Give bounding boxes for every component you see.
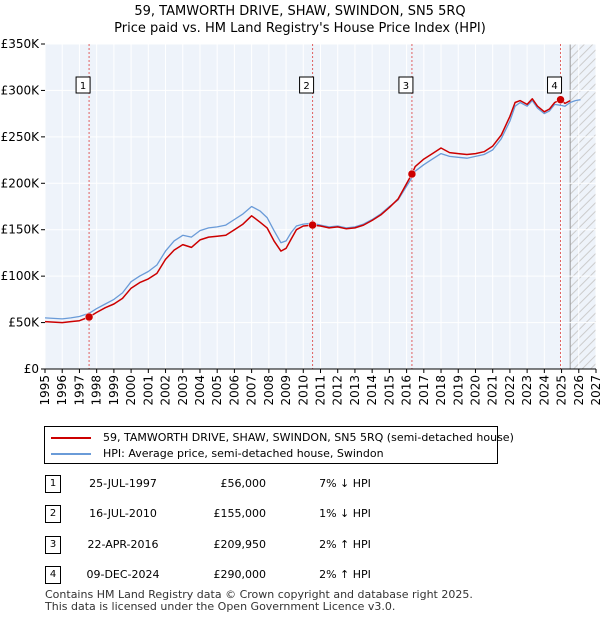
transaction-hpi-diff: 7% ↓ HPI [319,477,371,490]
transaction-date: 25-JUL-1997 [89,477,157,490]
sale-point [308,220,317,230]
sale-annotation-label: 3 [403,81,409,92]
x-tick-label: 2026 [572,375,586,406]
y-tick-label: £50K [8,316,40,330]
transaction-number: 4 [45,566,61,584]
y-tick-label: £0 [24,362,39,376]
x-tick-label: 2007 [245,375,259,406]
y-tick-label: £100K [1,269,41,283]
transaction-price: £155,000 [213,507,267,520]
series-line-hpi [45,99,581,320]
legend: 59, TAMWORTH DRIVE, SHAW, SWINDON, SN5 5… [44,426,514,464]
sale-annotation-box [398,76,414,94]
transaction-date: 09-DEC-2024 [86,568,160,581]
sale-annotation-label: 2 [303,81,309,92]
sale-point [407,169,417,179]
x-tick-label: 2019 [451,375,465,406]
sale-annotation-label: 1 [80,81,86,92]
footer-copyright: Contains HM Land Registry data © Crown c… [45,588,473,601]
legend-swatch-property [51,437,91,439]
x-tick-label: 1995 [38,375,52,406]
x-tick-label: 2015 [382,375,396,406]
transaction-price: £290,000 [213,568,267,581]
x-tick-label: 1997 [72,375,86,406]
forecast-region [570,44,596,369]
x-tick-label: 1996 [55,375,69,406]
sale-annotation-box [547,76,563,94]
transaction-row: 3 22-APR-2016 £209,950 2% ↑ HPI [0,536,600,556]
x-tick-label: 2012 [331,375,345,406]
transaction-row: 1 25-JUL-1997 £56,000 7% ↓ HPI [0,475,600,495]
y-tick-label: £150K [1,223,41,237]
x-tick-label: 2006 [227,375,241,406]
sale-point [84,312,94,322]
x-tick-label: 2021 [486,375,500,406]
x-tick-label: 2011 [314,375,328,406]
footer-licence: This data is licensed under the Open Gov… [45,600,396,613]
sale-point [556,95,565,104]
transaction-hpi-diff: 2% ↑ HPI [319,538,371,551]
x-tick-label: 2004 [193,375,207,406]
x-tick-label: 2010 [296,375,310,406]
x-tick-label: 2017 [417,375,431,406]
transaction-price: £209,950 [213,538,267,551]
legend-item-property: 59, TAMWORTH DRIVE, SHAW, SWINDON, SN5 5… [45,430,514,446]
legend-label-property: 59, TAMWORTH DRIVE, SHAW, SWINDON, SN5 5… [103,431,514,444]
y-tick-label: £200K [1,176,41,190]
x-tick-label: 2002 [159,375,173,406]
transaction-number: 1 [45,475,61,493]
y-tick-label: £250K [1,130,41,144]
x-tick-label: 1999 [107,375,121,406]
x-tick-label: 2001 [141,375,155,406]
x-tick-label: 2016 [400,375,414,406]
x-tick-label: 2005 [210,375,224,406]
x-tick-label: 2013 [348,375,362,406]
transaction-price: £56,000 [220,477,267,490]
legend-label-hpi: HPI: Average price, semi-detached house,… [103,447,384,460]
x-tick-label: 1998 [90,375,104,406]
x-tick-label: 2008 [262,375,276,406]
legend-item-hpi: HPI: Average price, semi-detached house,… [45,446,497,462]
x-tick-label: 2024 [537,375,551,406]
transaction-number: 2 [45,505,61,523]
transaction-date: 16-JUL-2010 [89,507,157,520]
sale-annotation-box [299,76,315,94]
x-tick-label: 2023 [520,375,534,406]
legend-swatch-hpi [51,453,91,455]
sale-annotation-label: 4 [551,81,557,92]
x-tick-label: 2027 [589,375,600,406]
transaction-date: 22-APR-2016 [87,538,159,551]
x-tick-label: 2009 [279,375,293,406]
transaction-row: 4 09-DEC-2024 £290,000 2% ↑ HPI [0,566,600,586]
sale-annotation-box [75,76,91,94]
y-tick-label: £300K [1,83,41,97]
x-tick-label: 2000 [124,375,138,406]
transaction-hpi-diff: 1% ↓ HPI [319,507,371,520]
x-tick-label: 2025 [555,375,569,406]
y-tick-label: £350K [1,37,41,51]
chart-subtitle: Price paid vs. HM Land Registry's House … [114,21,486,36]
footer: Contains HM Land Registry data © Crown c… [45,589,473,613]
x-tick-label: 2018 [434,375,448,406]
transaction-number: 3 [45,536,61,554]
transaction-row: 2 16-JUL-2010 £155,000 1% ↓ HPI [0,505,600,525]
chart-title: 59, TAMWORTH DRIVE, SHAW, SWINDON, SN5 5… [134,4,466,19]
x-tick-label: 2014 [365,375,379,406]
x-tick-label: 2003 [176,375,190,406]
x-tick-label: 2022 [503,375,517,406]
x-tick-label: 2020 [468,375,482,406]
price-chart: 1 2 3 4 £0 £50K £100K £150K £200K £250K £300K £350… [1,37,600,406]
transaction-hpi-diff: 2% ↑ HPI [319,568,371,581]
